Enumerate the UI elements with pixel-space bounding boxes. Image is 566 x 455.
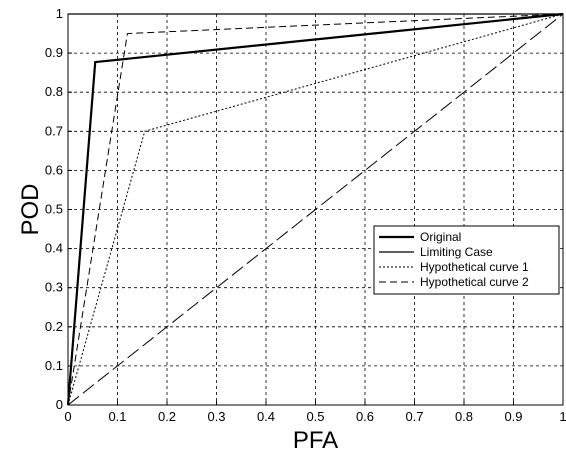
y-tick-label: 0.1 — [45, 358, 63, 373]
y-tick-label: 0.7 — [45, 123, 63, 138]
legend-entry: Hypothetical curve 1 — [420, 260, 529, 274]
x-tick-label: 0.4 — [257, 409, 275, 424]
y-tick-label: 0.6 — [45, 162, 63, 177]
y-tick-label: 0.3 — [45, 280, 63, 295]
series-line-3 — [67, 13, 564, 406]
y-tick-label: 0.9 — [45, 45, 63, 60]
y-tick-label: 1 — [56, 6, 63, 21]
x-tick-label: 0.3 — [207, 409, 225, 424]
x-tick-label: 0.2 — [158, 409, 176, 424]
x-tick-label: 0.7 — [405, 409, 423, 424]
y-tick-label: 0.5 — [45, 202, 63, 217]
y-tick-label: 0.2 — [45, 319, 63, 334]
x-tick-label: 1 — [559, 409, 566, 424]
x-tick-label: 0.1 — [108, 409, 126, 424]
y-tick-label: 0 — [56, 397, 63, 412]
x-axis-label: PFA — [293, 427, 338, 454]
series-line-0 — [66, 12, 564, 406]
y-tick-labels: 0 0.1 0.2 0.3 0.4 0.5 0.6 0.7 0.8 0.9 1 — [45, 6, 72, 412]
x-tick-label: 0.6 — [356, 409, 374, 424]
y-axis-label: POD — [17, 183, 44, 235]
series-group — [66, 12, 564, 406]
legend-entry: Limiting Case — [420, 245, 493, 259]
x-tick-label: 0 — [64, 409, 71, 424]
legend-entry: Original — [420, 230, 461, 244]
series-line-2 — [67, 13, 564, 406]
y-tick-label: 0.8 — [45, 84, 63, 99]
legend-entry: Hypothetical curve 2 — [420, 275, 529, 289]
series-line-4 — [67, 13, 564, 406]
x-tick-label: 0.5 — [306, 409, 324, 424]
x-tick-labels: 0 0.1 0.2 0.3 0.4 0.5 0.6 0.7 0.8 0.9 1 — [64, 401, 566, 424]
x-tick-label: 0.8 — [455, 409, 473, 424]
x-tick-label: 0.9 — [504, 409, 522, 424]
y-tick-label: 0.4 — [45, 241, 63, 256]
